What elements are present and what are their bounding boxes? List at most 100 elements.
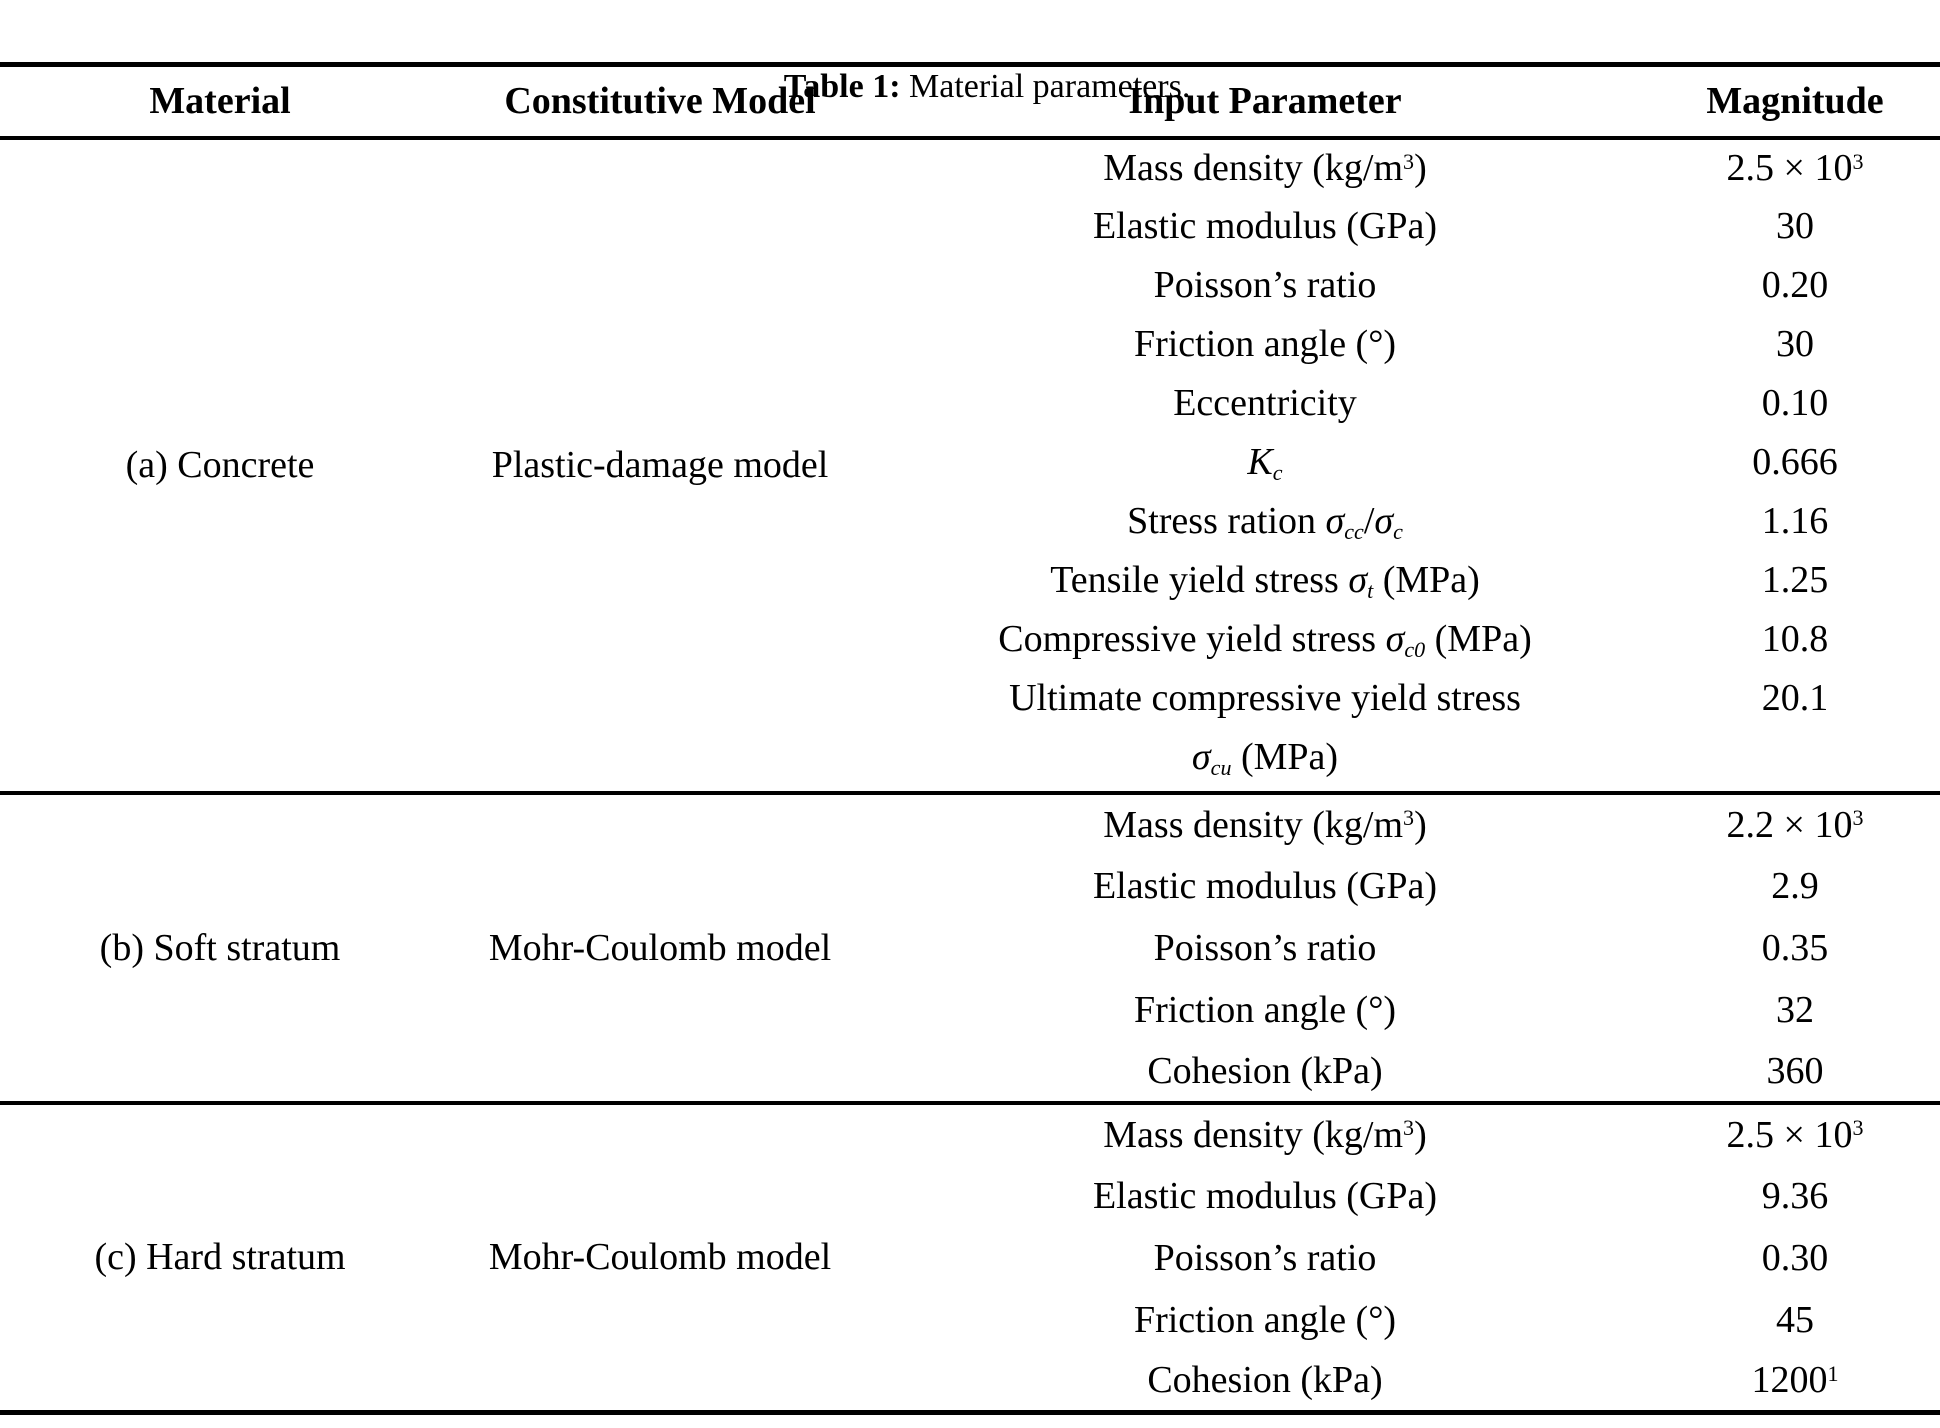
table-caption-label: Table 1: [783,68,901,105]
rich-text-segment: 2.5 × 10 [1726,147,1853,189]
magnitude-cell: 30 [1650,197,1940,256]
constitutive-model-cell: Mohr-Coulomb model [488,926,832,969]
magnitude-cell: 1.16 [1650,492,1940,551]
constitutive-model-cell: Mohr-Coulomb model [488,1236,832,1279]
rich-text-segment-isub: c [1393,519,1403,545]
rich-text-segment-isub: cc [1344,519,1364,545]
table-row: Kc 0.666 [0,433,1940,492]
rich-text-segment: ) [1414,147,1427,189]
rich-text-segment: Poisson’s ratio [1153,264,1377,306]
rich-text-segment: 0.20 [1761,264,1829,306]
rich-text-segment: (MPa) [1231,735,1339,778]
header-row: Material Constitutive Model Input Parame… [0,65,1940,138]
rich-text-segment: 30 [1776,323,1814,365]
table-header: Material Constitutive Model Input Parame… [0,65,1940,138]
rich-text-segment-sup: 3 [1403,805,1415,831]
rich-text-segment: 2.5 × 10 [1726,1113,1853,1156]
table-row: Eccentricity 0.10 [0,374,1940,433]
magnitude-cell: 2.5 × 103 [1650,1103,1940,1165]
input-parameter-cell: Friction angle (°) [880,315,1650,374]
magnitude-cell: 2.2 × 103 [1650,793,1940,855]
rich-text-segment-sup: 1 [1827,1361,1839,1387]
table-caption-text: Material parameters. [900,68,1191,105]
rich-text-segment: 32 [1776,988,1814,1031]
table-row: Poisson’s ratio 0.30 [0,1227,1940,1289]
table-row: (c) Hard stratum Mohr-Coulomb model Mass d… [0,1103,1940,1279]
table-row: Elastic modulus (GPa) 9.36 [0,1165,1940,1227]
table-row: Tensile yield stress σt (MPa) 1.25 [0,551,1940,610]
rich-text-segment: 1.16 [1761,500,1829,542]
rich-text-segment: 2.9 [1771,864,1819,907]
input-parameter-cell: Poisson’s ratio [880,256,1650,315]
rich-text-segment: Eccentricity [1173,382,1357,424]
table-row: Cohesion (kPa) 12001 [0,1351,1940,1413]
rich-text-segment: Friction angle (°) [1133,988,1397,1031]
rich-text-segment: Stress ration [1127,500,1326,542]
magnitude-cell: 9.36 [1650,1165,1940,1227]
rich-text-segment: Elastic modulus (GPa) [1092,864,1438,907]
rich-text-segment-i: σ [1325,500,1345,542]
table-row: Compressive yield stress σc0 (MPa) 10.8 [0,610,1940,669]
magnitude-cell: 2.5 × 103 [1650,138,1940,197]
table-row: Ultimate compressive yield stress σcu (MP… [0,669,1940,793]
magnitude-cell: 32 [1650,979,1940,1041]
rich-text-segment: ) [1414,803,1427,846]
magnitude-cell: 45 [1650,1289,1940,1351]
table-row: (b) Soft stratum Mohr-Coulomb model Mass d… [0,793,1940,969]
rich-text-segment: Poisson’s ratio [1153,1236,1377,1279]
table-row: Stress ration σcc/σc 1.16 [0,492,1940,551]
rich-text-segment-sup: 3 [1852,1115,1864,1141]
header-input-parameter: Input Parameter [1128,80,1402,123]
magnitude-cell: 360 [1650,1041,1940,1103]
magnitude-cell: 10.8 [1650,610,1940,669]
input-parameter-cell: Compressive yield stress σc0 (MPa) [880,610,1650,669]
input-parameter-cell: Mass density (kg/m3) [880,793,1650,855]
material-cell: (a) Concrete [125,444,315,486]
input-parameter-cell: Stress ration σcc/σc [880,492,1650,551]
input-parameter-cell: Elastic modulus (GPa) [880,1165,1650,1227]
input-parameter-cell: Cohesion (kPa) [880,1041,1650,1103]
table-section-b: (b) Soft stratum Mohr-Coulomb model Mass d… [0,793,1940,1103]
table-row: Poisson’s ratio 0.35 [0,917,1940,979]
table-row: Cohesion (kPa) 360 [0,1041,1940,1103]
rich-text-segment: 2.2 × 10 [1726,803,1853,846]
table-section-a: (a) Concrete Plastic-damage model Mass den… [0,138,1940,793]
constitutive-model-cell: Plastic-damage model [491,444,829,486]
table-row: Friction angle (°) 32 [0,979,1940,1041]
input-parameter-cell: Friction angle (°) [880,979,1650,1041]
table-caption: Table 1: Material parameters. [0,0,1940,105]
rich-text-segment: Friction angle (°) [1133,1298,1397,1341]
magnitude-cell: 0.666 [1650,433,1940,492]
rich-text-segment: Compressive yield stress [998,618,1386,660]
magnitude-cell: 2.9 [1650,855,1940,917]
magnitude-cell: 0.20 [1650,256,1940,315]
rich-text-segment: Elastic modulus (GPa) [1092,1174,1438,1217]
input-parameter-cell: Mass density (kg/m3) [880,138,1650,197]
table-row: Elastic modulus (GPa) 30 [0,197,1940,256]
rich-text-segment: ) [1414,1113,1427,1156]
header-constitutive-model: Constitutive Model [504,80,816,123]
magnitude-cell: 1.25 [1650,551,1940,610]
magnitude-cell: 0.10 [1650,374,1940,433]
rich-text-segment-sup: 3 [1403,148,1415,174]
input-parameter-cell: Friction angle (°) [880,1289,1650,1351]
input-parameter-cell: Cohesion (kPa) [880,1351,1650,1413]
rich-text-segment-i: σ [1385,618,1405,660]
material-cell: (b) Soft stratum [99,926,341,969]
rich-text-segment: 1.25 [1761,559,1829,601]
rich-text-segment: Cohesion (kPa) [1147,1359,1383,1402]
rich-text-segment: Ultimate compressive yield stress [1009,676,1521,719]
rich-text-segment: Mass density (kg/m [1103,1113,1404,1156]
parameter-line-1: Ultimate compressive yield stress [880,669,1650,728]
rich-text-segment-sup: 3 [1852,805,1864,831]
rich-text-segment: (MPa) [1425,618,1532,660]
rich-text-segment: 10.8 [1761,618,1829,660]
rich-text-segment: 45 [1776,1298,1814,1341]
rich-text-segment-sup: 3 [1852,148,1864,174]
magnitude-cell: 30 [1650,315,1940,374]
header-magnitude: Magnitude [1706,80,1884,123]
rich-text-segment-isub: cu [1210,754,1232,780]
table-row: (a) Concrete Plastic-damage model Mass den… [0,138,1940,486]
input-parameter-cell: Elastic modulus (GPa) [880,855,1650,917]
rich-text-segment: 30 [1776,205,1814,247]
